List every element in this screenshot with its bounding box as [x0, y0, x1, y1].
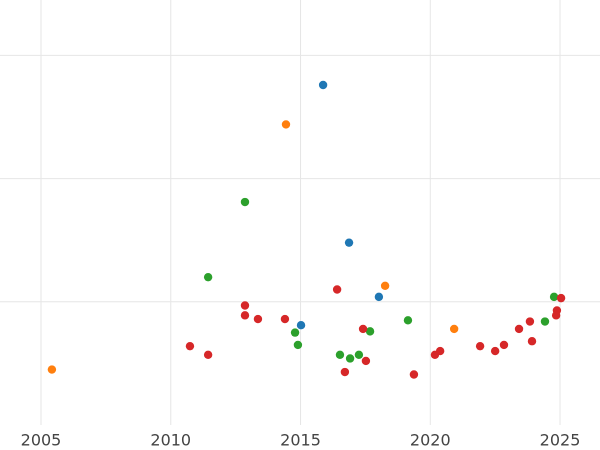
point — [354, 350, 364, 359]
point — [335, 350, 345, 359]
point — [380, 281, 390, 290]
point — [345, 354, 355, 363]
point — [409, 370, 419, 379]
point — [344, 238, 354, 247]
point — [525, 317, 535, 326]
point — [290, 328, 300, 337]
point — [527, 337, 537, 346]
x-tick-label: 2015 — [280, 431, 321, 450]
point — [449, 324, 459, 334]
point — [318, 80, 328, 90]
point — [203, 272, 213, 282]
point — [374, 292, 384, 302]
point — [281, 120, 291, 129]
x-tick-label: 2010 — [150, 431, 191, 450]
point — [332, 285, 342, 294]
point — [240, 301, 250, 310]
point — [358, 324, 368, 334]
point — [490, 346, 500, 356]
x-tick-label: 2020 — [410, 431, 451, 450]
point — [185, 341, 195, 351]
point — [293, 340, 303, 350]
point — [47, 365, 57, 374]
point — [253, 314, 263, 324]
point — [203, 350, 213, 359]
point — [435, 346, 445, 356]
point — [556, 293, 566, 303]
point — [280, 314, 290, 324]
point — [551, 311, 561, 320]
point — [499, 340, 509, 350]
point — [296, 321, 306, 330]
point — [549, 292, 559, 302]
point — [403, 316, 413, 325]
point — [540, 317, 550, 326]
point — [365, 327, 375, 336]
point — [514, 324, 524, 334]
point — [240, 197, 250, 207]
point — [240, 311, 250, 320]
point — [361, 356, 371, 366]
point — [475, 341, 485, 351]
x-tick-label: 2005 — [21, 431, 62, 450]
x-tick-label: 2025 — [540, 431, 581, 450]
point — [340, 367, 350, 377]
